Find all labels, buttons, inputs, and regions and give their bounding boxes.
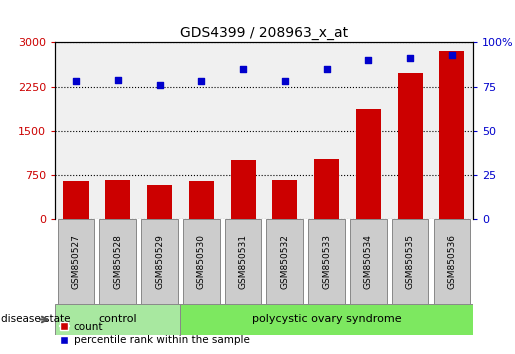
Bar	[231, 160, 255, 219]
Point	[281, 79, 289, 84]
Point	[239, 66, 247, 72]
Bar	[99, 219, 136, 304]
Bar	[434, 219, 470, 304]
Bar	[147, 185, 172, 219]
Text: GSM850529: GSM850529	[155, 234, 164, 290]
Bar	[392, 219, 428, 304]
Bar	[314, 159, 339, 219]
Bar	[58, 219, 94, 304]
Bar	[105, 180, 130, 219]
Text: GSM850527: GSM850527	[72, 234, 80, 290]
Text: GSM850531: GSM850531	[238, 234, 248, 290]
Text: GSM850533: GSM850533	[322, 234, 331, 290]
Point	[322, 66, 331, 72]
Bar	[272, 180, 297, 219]
Bar	[308, 219, 345, 304]
Bar	[225, 219, 262, 304]
Legend: count, percentile rank within the sample: count, percentile rank within the sample	[60, 322, 250, 345]
Bar	[266, 219, 303, 304]
Bar	[189, 181, 214, 219]
Point	[364, 57, 372, 63]
Text: polycystic ovary syndrome: polycystic ovary syndrome	[252, 314, 401, 325]
Text: GSM850535: GSM850535	[406, 234, 415, 290]
Bar	[55, 304, 180, 335]
Bar	[356, 109, 381, 219]
Bar	[398, 73, 423, 219]
Text: GSM850532: GSM850532	[280, 234, 289, 290]
Bar	[180, 304, 473, 335]
Text: disease state: disease state	[1, 314, 70, 325]
Text: control: control	[98, 314, 137, 325]
Bar	[141, 219, 178, 304]
Bar	[63, 181, 89, 219]
Point	[72, 79, 80, 84]
Point	[197, 79, 205, 84]
Text: GSM850528: GSM850528	[113, 234, 122, 290]
Point	[406, 56, 414, 61]
Text: GSM850530: GSM850530	[197, 234, 206, 290]
Point	[156, 82, 164, 88]
Title: GDS4399 / 208963_x_at: GDS4399 / 208963_x_at	[180, 26, 348, 40]
Bar	[439, 51, 465, 219]
Text: GSM850536: GSM850536	[448, 234, 456, 290]
Point	[114, 77, 122, 82]
Bar	[183, 219, 220, 304]
Text: GSM850534: GSM850534	[364, 234, 373, 290]
Point	[448, 52, 456, 58]
Bar	[350, 219, 387, 304]
